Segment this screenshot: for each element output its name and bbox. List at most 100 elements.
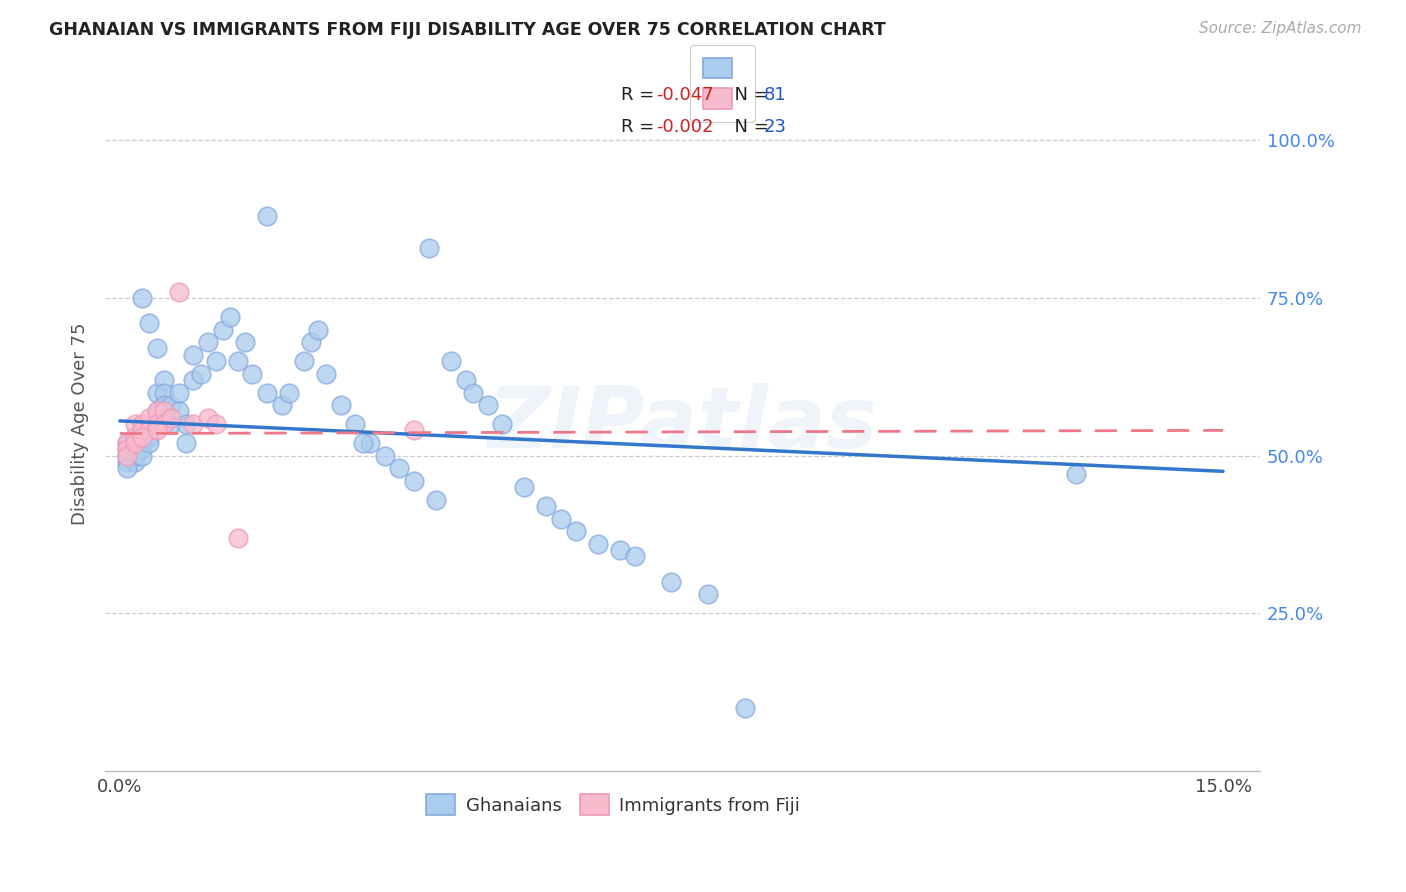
Point (240, 367, 263, 381)
Point (308, 322, 330, 336)
Point (160, 410, 183, 425)
Point (418, 241, 440, 255)
Point (145, 342, 167, 356)
Point (197, 410, 219, 425)
Point (131, 423, 153, 437)
Point (565, 524, 588, 539)
Text: N =: N = (723, 86, 775, 103)
Point (145, 404, 167, 418)
Point (160, 398, 183, 412)
Text: R =: R = (621, 119, 661, 136)
Text: -0.002: -0.002 (657, 119, 713, 136)
Point (153, 373, 176, 387)
Point (124, 417, 146, 431)
Point (117, 449, 139, 463)
Point (124, 436, 146, 450)
Point (131, 417, 153, 431)
Y-axis label: Disability Age Over 75: Disability Age Over 75 (72, 323, 89, 525)
Point (145, 417, 167, 431)
Point (425, 492, 447, 507)
Point (124, 430, 146, 444)
Point (233, 335, 256, 350)
Point (292, 354, 315, 368)
Point (124, 442, 146, 457)
Point (477, 398, 499, 412)
Point (623, 549, 645, 564)
Point (536, 499, 558, 513)
Point (138, 423, 160, 437)
Point (124, 430, 146, 444)
Point (131, 291, 153, 305)
Text: ZIPatlas: ZIPatlas (488, 383, 877, 466)
Point (183, 373, 205, 387)
Point (138, 430, 160, 444)
Legend: Ghanaians, Immigrants from Fiji: Ghanaians, Immigrants from Fiji (418, 785, 810, 824)
Point (454, 373, 477, 387)
Point (131, 449, 153, 463)
Point (278, 385, 301, 400)
Point (160, 417, 183, 431)
Point (117, 449, 139, 463)
Point (270, 398, 292, 412)
Point (661, 574, 683, 589)
Point (219, 310, 242, 324)
Point (145, 423, 167, 437)
Text: 23: 23 (763, 119, 786, 136)
Point (124, 449, 146, 463)
Point (145, 385, 167, 400)
Text: R =: R = (621, 86, 661, 103)
Point (138, 436, 160, 450)
Point (550, 511, 572, 525)
Text: -0.047: -0.047 (657, 86, 714, 103)
Point (117, 436, 139, 450)
Point (256, 385, 278, 400)
Point (329, 398, 352, 412)
Point (131, 442, 153, 457)
Point (117, 455, 139, 469)
Point (197, 335, 219, 350)
Text: 81: 81 (763, 86, 786, 103)
Point (117, 442, 139, 457)
Point (697, 587, 720, 601)
Point (388, 461, 411, 475)
Text: GHANAIAN VS IMMIGRANTS FROM FIJI DISABILITY AGE OVER 75 CORRELATION CHART: GHANAIAN VS IMMIGRANTS FROM FIJI DISABIL… (49, 21, 886, 38)
Point (352, 436, 374, 450)
Point (212, 322, 235, 336)
Point (153, 398, 176, 412)
Point (440, 354, 463, 368)
Point (609, 543, 631, 558)
Point (226, 354, 249, 368)
Point (404, 474, 426, 488)
Point (124, 455, 146, 469)
Point (167, 385, 190, 400)
Point (734, 700, 756, 714)
Point (117, 436, 139, 450)
Point (117, 442, 139, 457)
Point (183, 348, 205, 362)
Point (491, 417, 513, 431)
Point (183, 417, 205, 431)
Point (344, 417, 367, 431)
Point (174, 417, 197, 431)
Text: Source: ZipAtlas.com: Source: ZipAtlas.com (1198, 21, 1361, 36)
Point (374, 449, 396, 463)
Point (153, 385, 176, 400)
Point (117, 449, 139, 463)
Point (204, 417, 226, 431)
Point (138, 410, 160, 425)
Point (174, 436, 197, 450)
Point (138, 316, 160, 330)
Point (124, 449, 146, 463)
Point (256, 209, 278, 223)
Point (226, 531, 249, 545)
Point (153, 404, 176, 418)
Point (153, 417, 176, 431)
Point (124, 436, 146, 450)
Point (315, 367, 337, 381)
Point (299, 335, 322, 350)
Point (461, 385, 484, 400)
Point (131, 430, 153, 444)
Point (190, 367, 212, 381)
Point (117, 461, 139, 475)
Point (586, 537, 609, 551)
